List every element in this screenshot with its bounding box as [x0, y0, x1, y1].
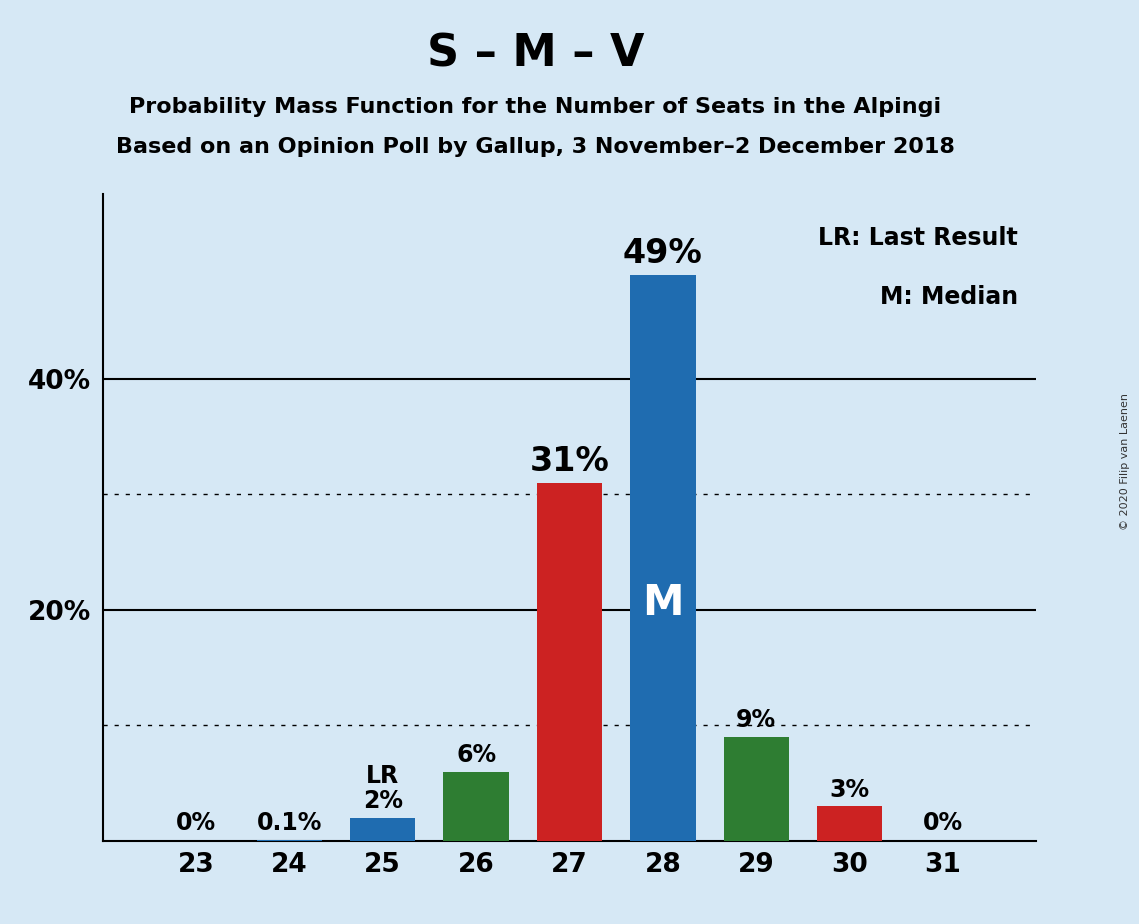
Text: 0.1%: 0.1% [256, 811, 322, 835]
Text: 9%: 9% [736, 709, 777, 732]
Text: 2%: 2% [362, 789, 403, 813]
Text: Based on an Opinion Poll by Gallup, 3 November–2 December 2018: Based on an Opinion Poll by Gallup, 3 No… [116, 137, 954, 157]
Bar [817, 806, 883, 841]
Text: 0%: 0% [923, 811, 964, 835]
Text: LR: LR [366, 764, 400, 787]
Text: © 2020 Filip van Laenen: © 2020 Filip van Laenen [1120, 394, 1130, 530]
Text: Probability Mass Function for the Number of Seats in the Alpingi: Probability Mass Function for the Number… [129, 97, 942, 117]
Bar [443, 772, 509, 841]
Text: M: M [642, 582, 683, 624]
Bar [256, 840, 322, 841]
Text: LR: Last Result: LR: Last Result [818, 226, 1018, 250]
Bar [723, 737, 789, 841]
Text: S – M – V: S – M – V [427, 32, 644, 76]
Text: 6%: 6% [456, 743, 497, 767]
Bar [630, 275, 696, 841]
Text: 49%: 49% [623, 237, 703, 270]
Bar [350, 818, 416, 841]
Text: 3%: 3% [829, 778, 870, 802]
Text: 0%: 0% [175, 811, 216, 835]
Bar [536, 482, 603, 841]
Text: 31%: 31% [530, 445, 609, 479]
Text: M: Median: M: Median [879, 285, 1018, 309]
